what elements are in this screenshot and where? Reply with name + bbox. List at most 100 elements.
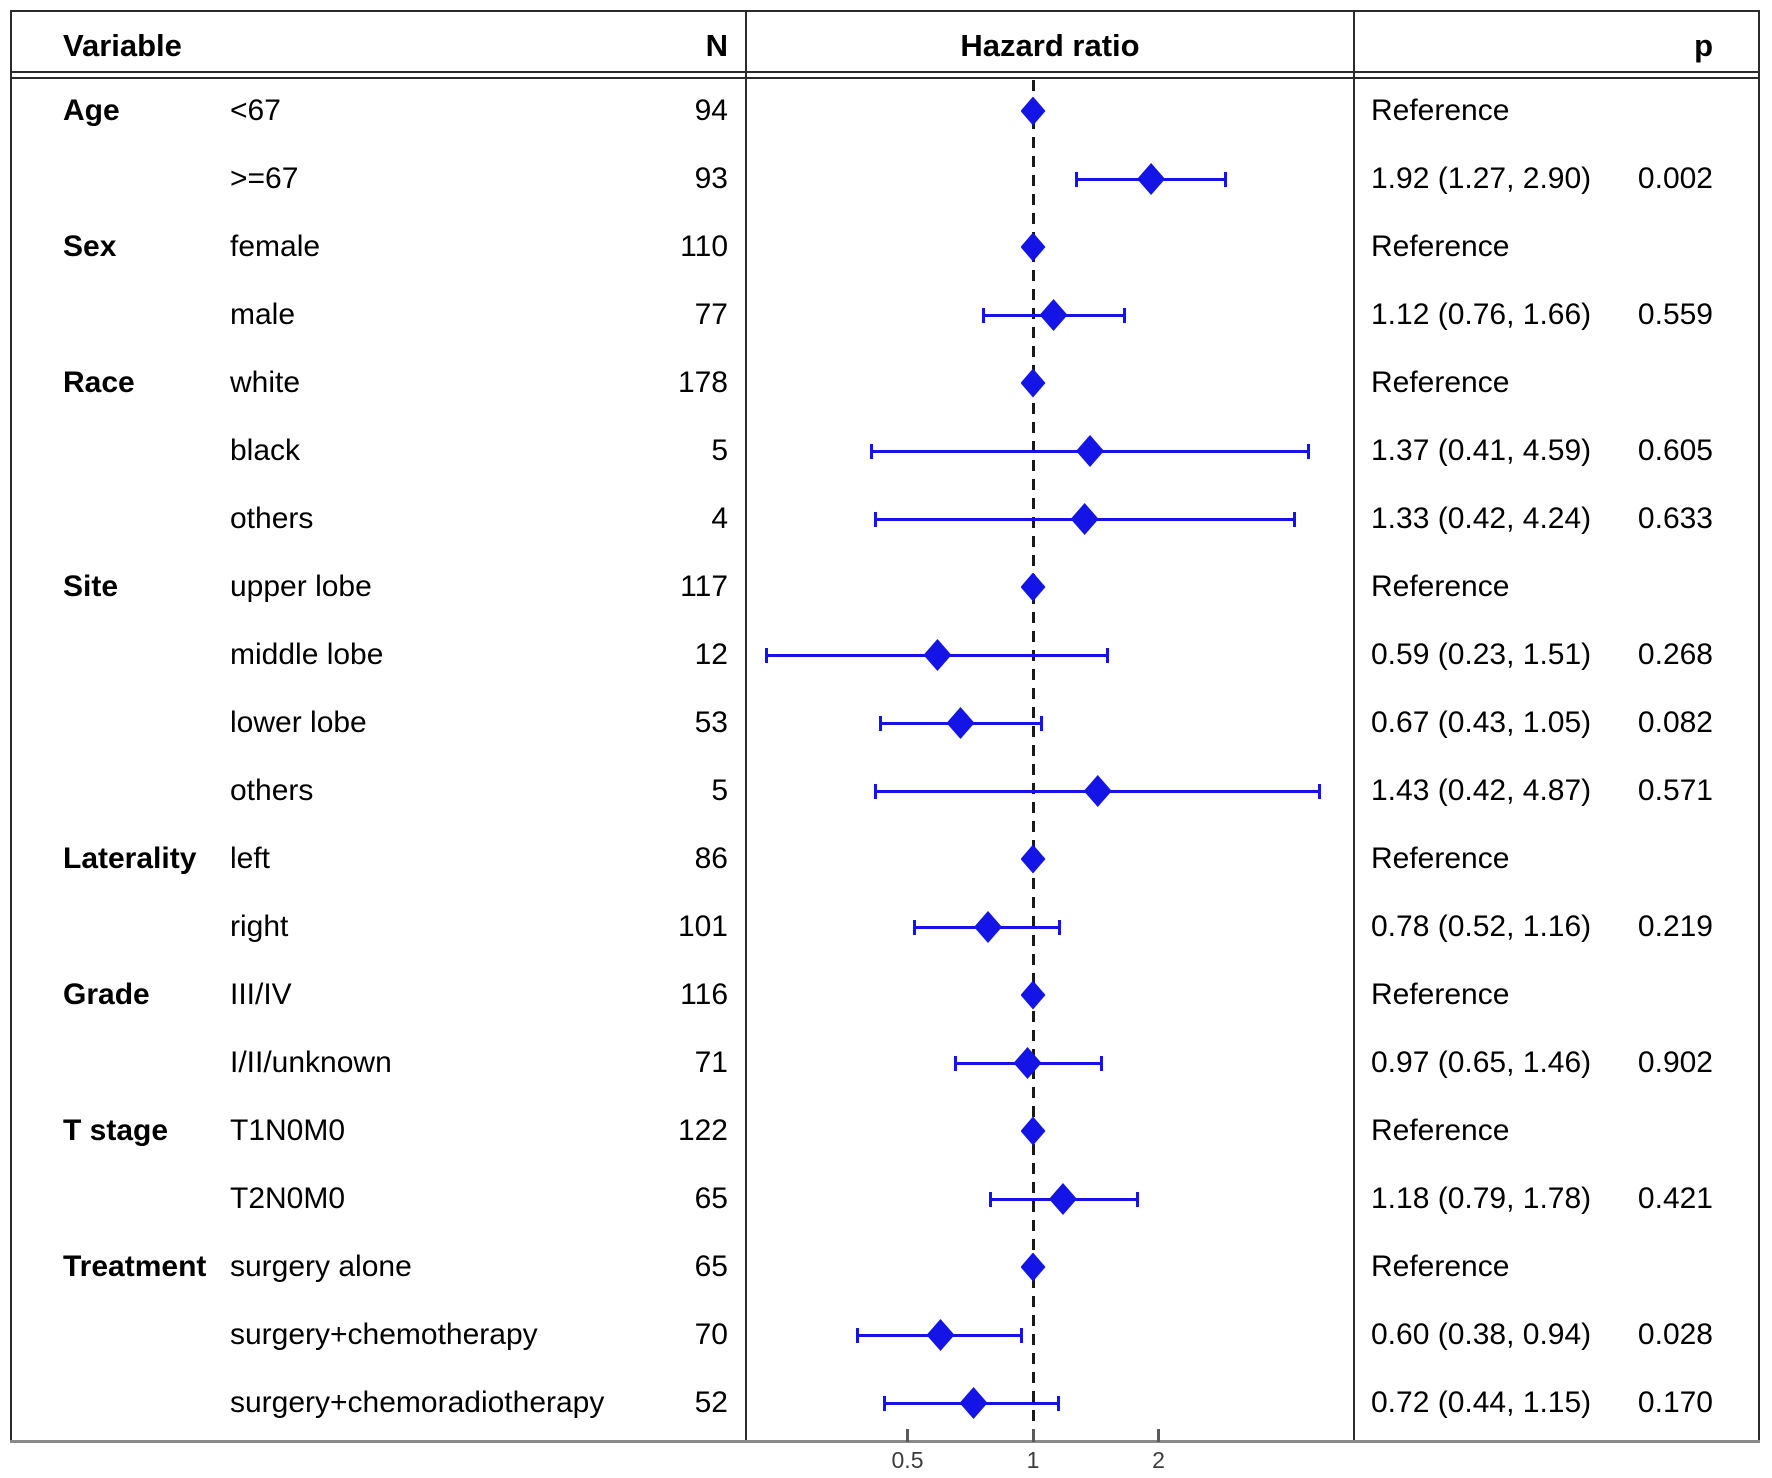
group-label: Treatment	[63, 1250, 207, 1283]
estimate-diamond-marker	[1083, 775, 1112, 807]
level-label: <67	[230, 94, 281, 127]
hr-ci-value: 1.37 (0.41, 4.59)	[1371, 434, 1592, 467]
estimate-diamond-marker	[1075, 435, 1104, 467]
level-label: right	[230, 910, 289, 943]
reference-diamond-marker	[1020, 96, 1046, 126]
x-axis-tick-label: 1	[1026, 1447, 1040, 1473]
n-value: 93	[694, 162, 728, 195]
ci-cap-right	[1020, 1327, 1024, 1343]
level-label: >=67	[230, 162, 299, 195]
hr-ci-value: Reference	[1371, 94, 1510, 127]
column-header-n: N	[705, 28, 728, 63]
ci-cap-left	[878, 715, 882, 731]
n-value: 77	[694, 298, 728, 331]
hr-ci-value: Reference	[1371, 978, 1510, 1011]
n-value: 101	[677, 910, 728, 943]
n-value: 12	[694, 638, 728, 671]
hr-ci-value: 0.60 (0.38, 0.94)	[1371, 1318, 1592, 1351]
group-label: Site	[63, 570, 119, 603]
header-separator-line	[10, 71, 1760, 79]
hr-ci-value: 1.33 (0.42, 4.24)	[1371, 502, 1592, 535]
level-label: black	[230, 434, 301, 467]
estimate-diamond-marker	[974, 911, 1002, 943]
level-label: others	[230, 774, 314, 807]
group-label: Grade	[63, 978, 150, 1011]
n-value: 52	[694, 1386, 728, 1419]
level-label: III/IV	[230, 978, 292, 1011]
n-value: 116	[680, 978, 728, 1011]
ci-cap-right	[1318, 783, 1322, 799]
level-label: upper lobe	[230, 570, 372, 603]
level-label: T2N0M0	[230, 1182, 346, 1215]
hr-ci-value: 1.12 (0.76, 1.66)	[1371, 298, 1592, 331]
estimate-diamond-marker	[926, 1319, 955, 1351]
hr-ci-value: Reference	[1371, 842, 1510, 875]
n-value: 70	[694, 1318, 728, 1351]
ci-cap-right	[1056, 1395, 1060, 1411]
level-label: surgery+chemoradiotherapy	[230, 1386, 605, 1419]
hr-ci-value: 0.59 (0.23, 1.51)	[1371, 638, 1592, 671]
hr-ci-value: 0.72 (0.44, 1.15)	[1371, 1386, 1592, 1419]
group-label: T stage	[63, 1114, 169, 1147]
column-header-variable: Variable	[63, 28, 182, 63]
level-label: surgery+chemotherapy	[230, 1318, 538, 1351]
ci-cap-left	[953, 1055, 957, 1071]
ci-cap-right	[1123, 307, 1127, 323]
x-axis-tick	[906, 1429, 909, 1442]
level-label: male	[230, 298, 296, 331]
p-value: 0.268	[1637, 638, 1713, 671]
reference-diamond-marker	[1020, 232, 1046, 262]
hr-ci-value: 1.18 (0.79, 1.78)	[1371, 1182, 1592, 1215]
reference-diamond-marker	[1020, 572, 1046, 602]
ci-cap-left	[856, 1327, 860, 1343]
ci-cap-right	[1058, 919, 1062, 935]
estimate-diamond-marker	[1137, 163, 1166, 195]
hr-ci-value: Reference	[1371, 366, 1510, 399]
reference-diamond-marker	[1020, 844, 1046, 874]
x-axis-line	[10, 1440, 1760, 1443]
ci-cap-left	[874, 511, 878, 527]
group-label: Age	[63, 94, 120, 127]
n-value: 86	[694, 842, 728, 875]
ci-cap-right	[1040, 715, 1044, 731]
plot-panel-right-border	[1353, 10, 1355, 1442]
n-value: 71	[694, 1046, 728, 1079]
reference-diamond-marker	[1020, 1252, 1046, 1282]
hr-ci-value: Reference	[1371, 230, 1510, 263]
column-header-hazard-ratio: Hazard ratio	[960, 28, 1140, 63]
p-value: 0.633	[1637, 502, 1713, 535]
table-top-border	[10, 10, 1760, 12]
estimate-diamond-marker	[923, 639, 952, 671]
estimate-diamond-marker	[1070, 503, 1099, 535]
ci-cap-right	[1293, 511, 1297, 527]
p-value: 0.082	[1637, 706, 1713, 739]
ci-cap-left	[988, 1191, 992, 1207]
level-label: T1N0M0	[230, 1114, 346, 1147]
p-value: 0.002	[1637, 162, 1713, 195]
ci-cap-right	[1307, 443, 1311, 459]
level-label: others	[230, 502, 314, 535]
reference-diamond-marker	[1020, 368, 1046, 398]
ci-cap-left	[765, 647, 769, 663]
estimate-diamond-marker	[1048, 1183, 1077, 1215]
hr-ci-value: 0.97 (0.65, 1.46)	[1371, 1046, 1592, 1079]
n-value: 65	[694, 1182, 728, 1215]
n-value: 53	[694, 706, 728, 739]
hr-ci-value: Reference	[1371, 1250, 1510, 1283]
column-header-p: p	[1694, 28, 1713, 63]
n-value: 178	[677, 366, 728, 399]
ci-cap-right	[1135, 1191, 1139, 1207]
n-value: 5	[711, 774, 728, 807]
p-value: 0.028	[1637, 1318, 1713, 1351]
x-axis-tick-label: 2	[1152, 1447, 1165, 1473]
hr-ci-value: 0.78 (0.52, 1.16)	[1371, 910, 1592, 943]
hr-ci-value: Reference	[1371, 570, 1510, 603]
ci-cap-right	[1100, 1055, 1104, 1071]
p-value: 0.902	[1637, 1046, 1713, 1079]
ci-cap-left	[913, 919, 917, 935]
ci-cap-left	[870, 443, 874, 459]
n-value: 110	[680, 230, 728, 263]
n-value: 4	[711, 502, 728, 535]
estimate-diamond-marker	[959, 1387, 988, 1419]
